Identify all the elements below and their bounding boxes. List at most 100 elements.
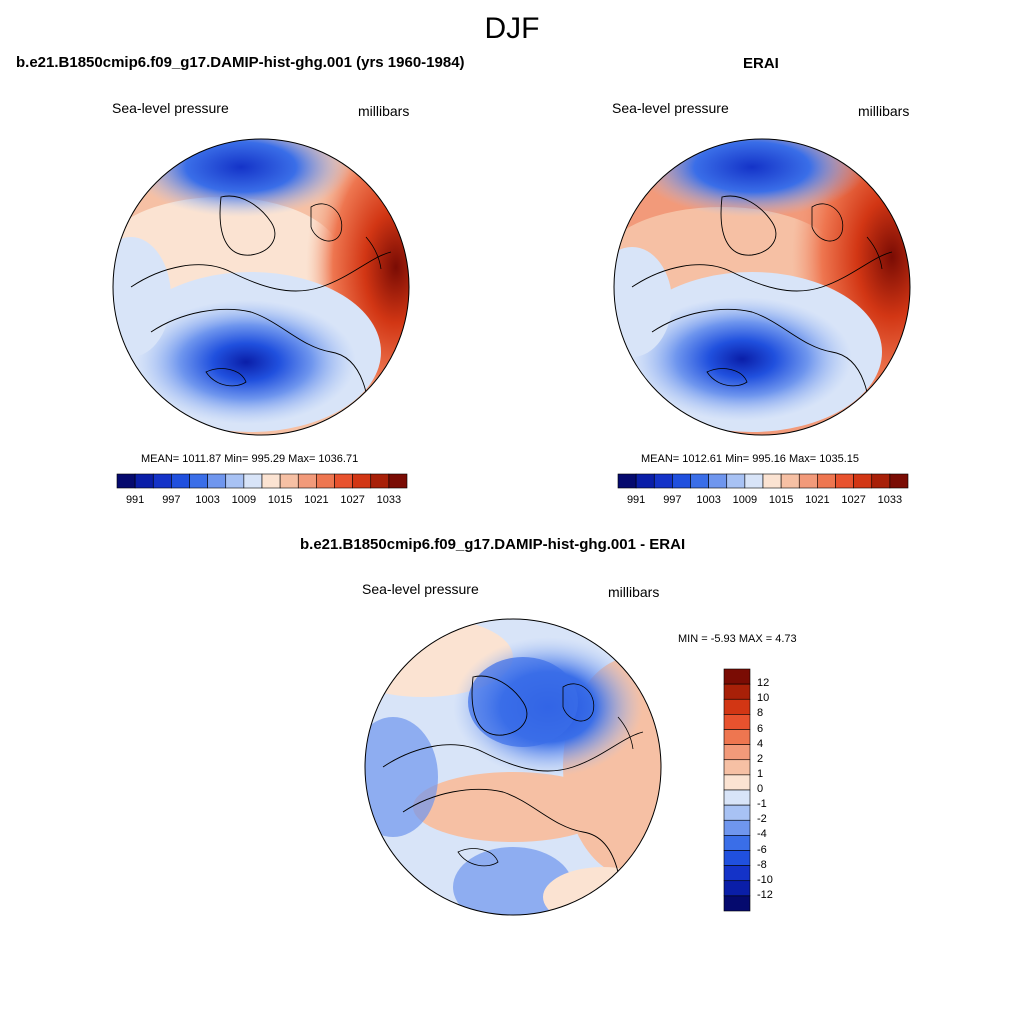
colorbar-swatch bbox=[152, 473, 172, 489]
colorbar-tick-label: 1009 bbox=[732, 494, 758, 506]
colorbar-tick-label: 1021 bbox=[304, 494, 329, 506]
colorbar-swatch bbox=[798, 473, 818, 489]
colorbar-tick-label: 8 bbox=[757, 707, 764, 720]
colorbar-tick-label: 1015 bbox=[267, 494, 293, 506]
colorbar-swatch bbox=[207, 473, 227, 489]
colorbar-swatch bbox=[723, 789, 751, 806]
colorbar-swatch bbox=[672, 473, 691, 489]
colorbar-swatch bbox=[889, 473, 909, 489]
colorbar-tick-label: 1027 bbox=[340, 494, 365, 506]
colorbar-tick-label: 997 bbox=[663, 494, 682, 506]
colorbar-tick-label: -12 bbox=[757, 888, 773, 901]
colorbar-swatch bbox=[352, 473, 372, 489]
colorbar-swatch bbox=[780, 473, 800, 489]
colorbar-swatch bbox=[723, 850, 751, 866]
colorbar-tick-label: 1021 bbox=[805, 494, 830, 506]
colorbar-tick-label: 1009 bbox=[231, 494, 257, 506]
colorbar-tick-label: 991 bbox=[626, 494, 646, 506]
figure-title: DJF bbox=[484, 12, 540, 45]
panel-2-colorbar bbox=[617, 473, 909, 489]
colorbar-tick-label: 991 bbox=[125, 494, 145, 506]
colorbar-tick-label: 12 bbox=[757, 677, 770, 690]
panel-2-units-label: millibars bbox=[858, 103, 910, 119]
colorbar-swatch bbox=[723, 683, 751, 700]
colorbar-swatch bbox=[817, 473, 836, 489]
panel-1-statistics: MEAN= 1011.87 Min= 995.29 Max= 1036.71 bbox=[141, 453, 359, 465]
colorbar-swatch bbox=[134, 473, 154, 489]
colorbar-swatch bbox=[243, 473, 263, 489]
colorbar-swatch bbox=[723, 759, 751, 776]
colorbar-tick-label: 1003 bbox=[696, 494, 721, 506]
panel-1-polar-map bbox=[112, 138, 410, 436]
panel-1-variable-label: Sea-level pressure bbox=[112, 100, 229, 116]
colorbar-swatch bbox=[723, 865, 751, 882]
colorbar-tick-label: -4 bbox=[757, 828, 767, 841]
colorbar-swatch bbox=[723, 774, 751, 791]
colorbar-swatch bbox=[116, 473, 136, 489]
colorbar-tick-label: -6 bbox=[757, 843, 767, 856]
panel-2-polar-map bbox=[613, 138, 911, 436]
colorbar-tick-label: 10 bbox=[757, 692, 770, 705]
colorbar-swatch bbox=[723, 819, 751, 836]
colorbar-swatch bbox=[334, 473, 353, 489]
colorbar-swatch bbox=[723, 729, 751, 745]
panel-2-title: ERAI bbox=[743, 55, 779, 72]
colorbar-swatch bbox=[723, 895, 751, 912]
panel-3-title: b.e21.B1850cmip6.f09_g17.DAMIP-hist-ghg.… bbox=[300, 536, 686, 553]
panel-3-colorbar bbox=[723, 668, 751, 912]
colorbar-swatch bbox=[744, 473, 764, 489]
panel-3-units-label: millibars bbox=[608, 584, 660, 600]
panel-1-units-label: millibars bbox=[358, 103, 410, 119]
colorbar-swatch bbox=[708, 473, 728, 489]
panel-1-title: b.e21.B1850cmip6.f09_g17.DAMIP-hist-ghg.… bbox=[16, 54, 465, 71]
panel-3-variable-label: Sea-level pressure bbox=[362, 581, 479, 597]
colorbar-swatch bbox=[723, 804, 751, 821]
colorbar-swatch bbox=[835, 473, 854, 489]
colorbar-swatch bbox=[279, 473, 299, 489]
colorbar-swatch bbox=[723, 668, 751, 685]
colorbar-swatch bbox=[617, 473, 637, 489]
panel-2-statistics: MEAN= 1012.61 Min= 995.16 Max= 1035.15 bbox=[641, 453, 860, 465]
panel-3-statistics: MIN = -5.93 MAX = 4.73 bbox=[678, 633, 797, 645]
colorbar-tick-label: 4 bbox=[757, 737, 764, 750]
colorbar-swatch bbox=[297, 473, 317, 489]
colorbar-swatch bbox=[171, 473, 190, 489]
colorbar-tick-label: -8 bbox=[757, 858, 767, 871]
colorbar-swatch bbox=[316, 473, 335, 489]
colorbar-swatch bbox=[653, 473, 673, 489]
colorbar-tick-label: 1003 bbox=[195, 494, 220, 506]
colorbar-swatch bbox=[690, 473, 709, 489]
colorbar-tick-label: 1027 bbox=[841, 494, 866, 506]
colorbar-swatch bbox=[723, 744, 751, 761]
colorbar-swatch bbox=[388, 473, 408, 489]
colorbar-swatch bbox=[871, 473, 891, 489]
colorbar-swatch bbox=[225, 473, 245, 489]
colorbar-swatch bbox=[726, 473, 746, 489]
colorbar-tick-label: 1033 bbox=[376, 494, 402, 506]
colorbar-tick-label: 2 bbox=[757, 752, 764, 765]
colorbar-swatch bbox=[723, 880, 751, 897]
panel-2-colorbar-labels: 991 997 1003 1009 1015 1021 1027 1033 bbox=[618, 494, 908, 508]
colorbar-swatch bbox=[762, 473, 782, 489]
colorbar-swatch bbox=[261, 473, 281, 489]
colorbar-tick-label: 997 bbox=[162, 494, 181, 506]
colorbar-tick-label: 6 bbox=[757, 722, 764, 735]
colorbar-tick-label: -1 bbox=[757, 798, 767, 811]
colorbar-swatch bbox=[723, 835, 751, 851]
colorbar-swatch bbox=[635, 473, 655, 489]
colorbar-tick-label: -2 bbox=[757, 813, 767, 826]
colorbar-tick-label: 0 bbox=[757, 783, 764, 795]
colorbar-swatch bbox=[723, 714, 751, 730]
colorbar-tick-label: 1033 bbox=[877, 494, 903, 506]
colorbar-swatch bbox=[189, 473, 208, 489]
colorbar-swatch bbox=[853, 473, 873, 489]
panel-1-colorbar bbox=[116, 473, 408, 489]
panel-1-colorbar-labels: 991 997 1003 1009 1015 1021 1027 1033 bbox=[117, 494, 407, 508]
panel-3-colorbar-labels: 12 10 8 6 4 2 1 0 -1 -2 -4 -6 -8 -10 -12 bbox=[757, 669, 797, 911]
colorbar-swatch bbox=[723, 698, 751, 715]
panel-2-variable-label: Sea-level pressure bbox=[612, 100, 729, 116]
colorbar-tick-label: 1 bbox=[757, 767, 764, 780]
colorbar-tick-label: 1015 bbox=[768, 494, 794, 506]
panel-3-polar-map bbox=[364, 618, 662, 916]
colorbar-tick-label: -10 bbox=[757, 873, 773, 886]
